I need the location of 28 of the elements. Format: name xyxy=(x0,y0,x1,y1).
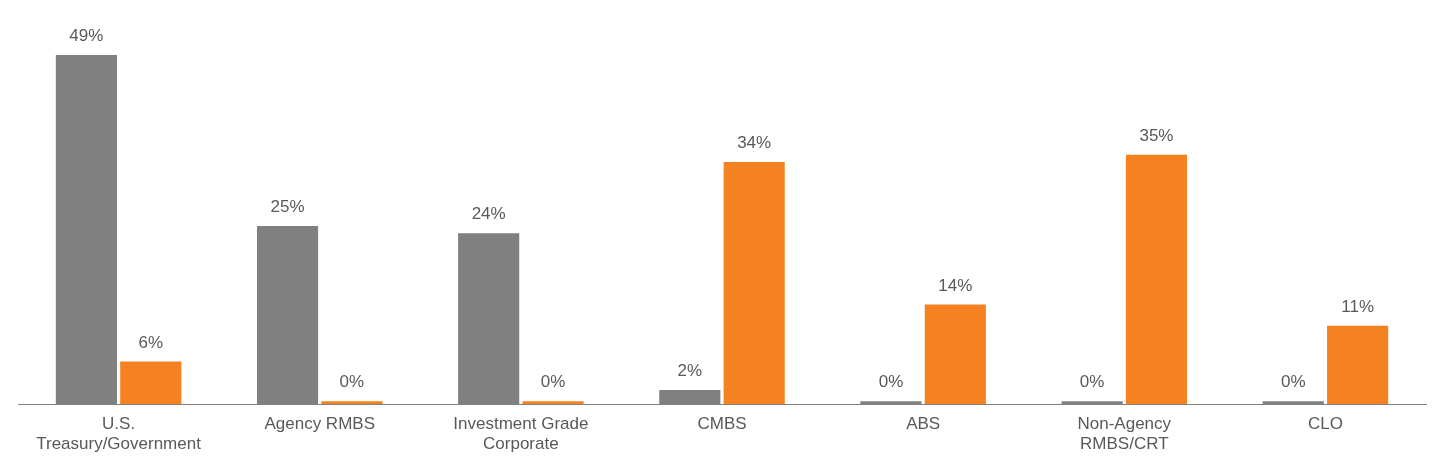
data-label: 0% xyxy=(339,372,365,392)
bar xyxy=(321,401,383,405)
data-label: 25% xyxy=(270,197,305,217)
data-label: 0% xyxy=(1079,372,1105,392)
data-label: 11% xyxy=(1341,297,1374,317)
bar xyxy=(723,161,785,405)
data-label: 14% xyxy=(938,275,973,295)
x-tick-label: Investment Grade Corporate xyxy=(453,414,589,454)
data-label: 0% xyxy=(878,372,904,392)
data-label: 0% xyxy=(1280,372,1306,392)
data-label: 6% xyxy=(138,332,164,352)
data-label: 24% xyxy=(471,204,506,224)
x-tick-label: U.S. Treasury/Government xyxy=(36,414,202,454)
data-label: 34% xyxy=(737,133,772,153)
x-tick-label: CMBS xyxy=(697,414,747,434)
data-label: 49% xyxy=(69,26,104,46)
data-label: 0% xyxy=(540,372,566,392)
bar xyxy=(120,361,182,405)
data-label: 35% xyxy=(1139,126,1174,146)
x-tick-label: Non-Agency RMBS/CRT xyxy=(1077,414,1172,454)
x-tick-label: ABS xyxy=(906,414,941,434)
bar xyxy=(924,304,986,405)
bar xyxy=(1327,325,1389,405)
x-tick-label: CLO xyxy=(1307,414,1343,434)
data-label: 2% xyxy=(677,361,703,381)
x-tick-label: Agency RMBS xyxy=(264,414,375,434)
bar xyxy=(1125,154,1188,405)
bar xyxy=(522,401,584,405)
